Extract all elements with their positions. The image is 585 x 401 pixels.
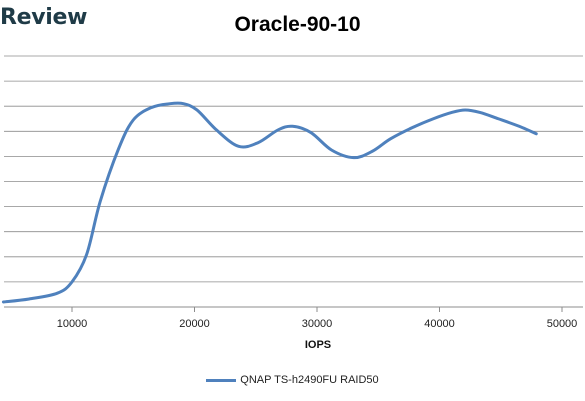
chart-title: Oracle-90-10 [234,13,361,36]
series-line [1,101,538,304]
legend-label: QNAP TS-h2490FU RAID50 [240,374,379,386]
x-axis-label: IOPS [305,339,331,351]
x-tick-label: 40000 [424,318,455,330]
brand-logo: Review [0,5,88,30]
x-tick-label: 10000 [57,318,88,330]
legend: QNAP TS-h2490FU RAID50 [0,374,585,386]
legend-swatch [206,378,237,382]
gridlines [4,55,583,308]
x-tick-label: 30000 [302,318,333,330]
series-layer [1,101,538,304]
x-tick-label: 20000 [179,318,210,330]
x-tick-label: 50000 [547,318,578,330]
x-axis: 10000 20000 30000 40000 50000 [57,307,578,330]
